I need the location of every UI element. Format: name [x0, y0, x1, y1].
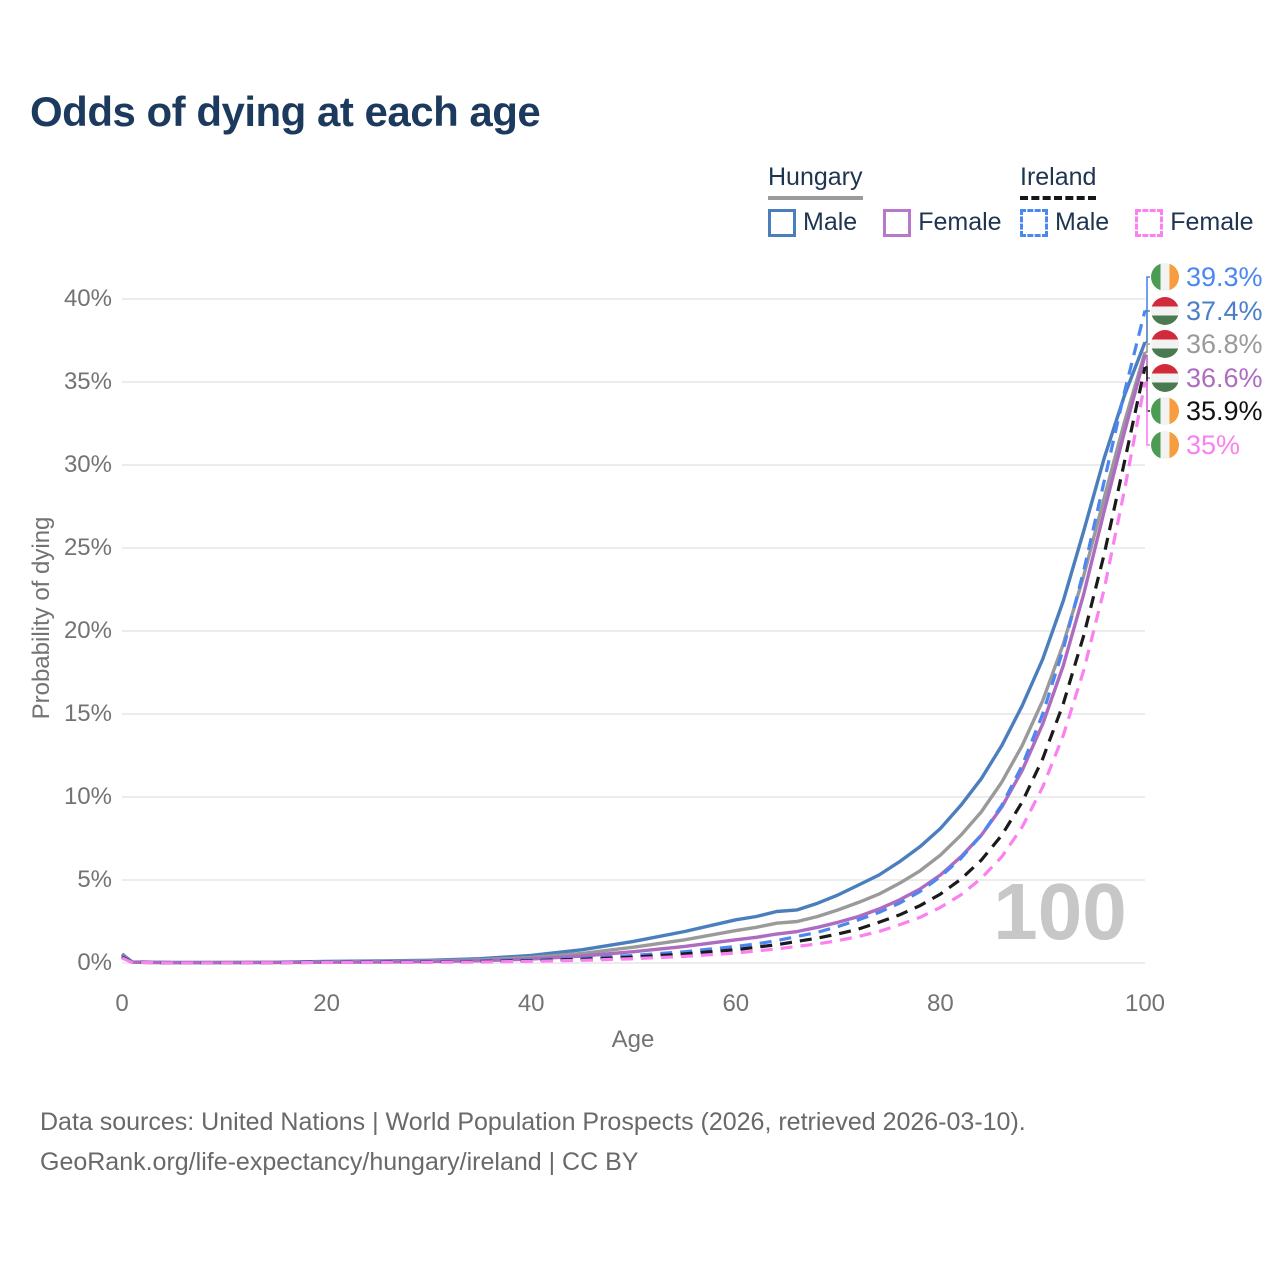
x-tick-label-60: 60 — [722, 990, 750, 1017]
ireland-flag-icon — [1151, 263, 1179, 291]
y-tick-label-5: 5% — [77, 866, 112, 893]
legend-swatch-icon — [1135, 208, 1164, 237]
end-label-hungary-female: 36.6% — [1151, 362, 1263, 394]
end-label-value: 35% — [1186, 430, 1241, 460]
x-tick-label-80: 80 — [927, 990, 954, 1017]
x-tick-label-40: 40 — [517, 990, 545, 1017]
end-label-leader-ireland-female — [1145, 381, 1150, 446]
legend-item-ireland-male[interactable]: Male — [1020, 208, 1109, 237]
legend-items: Male Female — [1020, 208, 1254, 237]
ireland-flag-icon — [1151, 397, 1179, 425]
x-axis-title: Age — [611, 1026, 655, 1053]
end-label-ireland-male: 39.3% — [1151, 261, 1263, 293]
ireland-flag-icon — [1151, 431, 1179, 459]
y-tick-label-15: 15% — [63, 700, 112, 727]
legend-items: Male Female — [768, 208, 1002, 237]
end-label-value: 36.8% — [1186, 329, 1263, 359]
legend-country-hungary[interactable]: Hungary — [768, 163, 863, 200]
end-label-hungary-male: 37.4% — [1151, 295, 1263, 327]
legend-item-ireland-female[interactable]: Female — [1135, 208, 1254, 237]
end-label-leader-hungary — [1145, 343, 1150, 353]
legend-group-ireland: Ireland Male Female — [1020, 163, 1254, 237]
legend-swatch-icon — [883, 208, 912, 237]
end-label-ireland-female: 35% — [1151, 429, 1240, 461]
legend-item-hungary-male[interactable]: Male — [768, 208, 857, 237]
end-label-leader-hungary-male — [1145, 310, 1150, 343]
y-tick-label-25: 25% — [63, 534, 112, 561]
end-label-hungary: 36.8% — [1151, 328, 1263, 360]
series-line-ireland-male — [121, 310, 1147, 965]
legend-item-label: Female — [1170, 208, 1254, 236]
x-tick-label-100: 100 — [1124, 990, 1166, 1017]
y-tick-label-30: 30% — [63, 451, 112, 478]
legend-swatch-icon — [768, 208, 796, 237]
y-tick-label-0: 0% — [77, 949, 112, 976]
chart-title: Odds of dying at each age — [30, 88, 541, 135]
legend-country-ireland[interactable]: Ireland — [1020, 163, 1097, 200]
end-label-leader-ireland-male — [1145, 276, 1150, 312]
y-tick-label-20: 20% — [63, 617, 112, 644]
x-tick-label-0: 0 — [115, 990, 129, 1017]
hungary-flag-icon — [1151, 330, 1179, 358]
attribution-link-text: GeoRank.org/life-expectancy/hungary/irel… — [40, 1148, 639, 1176]
legend-item-label: Female — [918, 208, 1002, 236]
end-label-value: 37.4% — [1186, 296, 1263, 326]
hungary-flag-icon — [1151, 364, 1179, 392]
legend-group-hungary: Hungary Male Female — [768, 163, 1002, 237]
end-label-value: 39.3% — [1186, 262, 1263, 292]
x-tick-label-20: 20 — [313, 990, 340, 1017]
y-tick-label-10: 10% — [63, 783, 112, 810]
series-line-ireland-female — [121, 381, 1147, 965]
age-indicator-watermark: 100 — [993, 867, 1127, 956]
legend-item-label: Male — [803, 208, 858, 236]
y-tick-label-35: 35% — [63, 368, 112, 395]
y-tick-label-40: 40% — [63, 285, 112, 312]
end-label-value: 35.9% — [1186, 396, 1263, 426]
legend-swatch-icon — [1020, 208, 1048, 237]
legend-item-label: Male — [1055, 208, 1110, 236]
legend-item-hungary-female[interactable]: Female — [883, 208, 1002, 237]
end-label-ireland: 35.9% — [1151, 395, 1263, 427]
hungary-flag-icon — [1151, 297, 1179, 325]
end-label-value: 36.6% — [1186, 363, 1263, 393]
data-sources-text: Data sources: United Nations | World Pop… — [40, 1108, 1026, 1136]
